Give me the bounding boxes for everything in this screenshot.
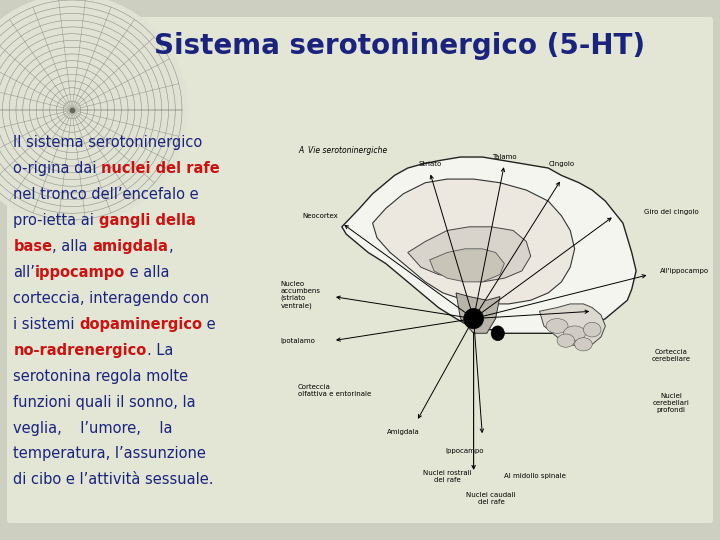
Text: no-radrenergico: no-radrenergico [14, 343, 147, 358]
FancyBboxPatch shape [7, 17, 713, 523]
Text: Amigdala: Amigdala [387, 429, 420, 435]
Text: All'ippocampo: All'ippocampo [660, 268, 709, 274]
Text: Cingolo: Cingolo [549, 161, 575, 167]
Text: di cibo e l’attività sessuale.: di cibo e l’attività sessuale. [14, 472, 214, 488]
Polygon shape [430, 249, 504, 282]
Polygon shape [342, 157, 636, 333]
Text: funzioni quali il sonno, la: funzioni quali il sonno, la [14, 395, 196, 410]
Text: gangli della: gangli della [99, 213, 196, 228]
Text: serotonina regola molte: serotonina regola molte [14, 369, 189, 384]
Ellipse shape [491, 326, 505, 341]
Text: Ippocampo: Ippocampo [446, 448, 484, 454]
Text: Ipotalamo: Ipotalamo [281, 338, 315, 343]
Text: dopaminergico: dopaminergico [79, 317, 202, 332]
Text: . La: . La [147, 343, 173, 358]
Text: Striato: Striato [418, 161, 441, 167]
Text: Sistema serotoninergico (5-HT): Sistema serotoninergico (5-HT) [154, 32, 646, 60]
Text: Corteccia
cerebellare: Corteccia cerebellare [652, 349, 690, 362]
Text: Talamo: Talamo [492, 154, 517, 160]
Text: Il sistema serotoninergico: Il sistema serotoninergico [14, 136, 202, 151]
Text: i sistemi: i sistemi [14, 317, 79, 332]
Text: nuclei del rafe: nuclei del rafe [102, 161, 220, 177]
Polygon shape [539, 304, 606, 348]
Polygon shape [408, 227, 531, 282]
Text: Giro del cingolo: Giro del cingolo [644, 209, 698, 215]
Text: pro-ietta ai: pro-ietta ai [14, 213, 99, 228]
Text: o-rigina dai: o-rigina dai [14, 161, 102, 177]
Text: Nuclei rostrali
del rafe: Nuclei rostrali del rafe [423, 470, 472, 483]
Circle shape [0, 0, 187, 225]
Text: nel tronco dell’encefalo e: nel tronco dell’encefalo e [14, 187, 199, 202]
Ellipse shape [575, 338, 592, 351]
Text: Al midollo spinale: Al midollo spinale [504, 474, 566, 480]
Text: veglia,    l’umore,    la: veglia, l’umore, la [14, 421, 173, 436]
Polygon shape [456, 293, 500, 333]
Ellipse shape [464, 308, 484, 329]
Text: Neocortex: Neocortex [302, 213, 338, 219]
Text: Nuclei caudali
del rafe: Nuclei caudali del rafe [467, 492, 516, 505]
Ellipse shape [546, 319, 568, 333]
Text: all’: all’ [14, 265, 35, 280]
Text: e alla: e alla [125, 265, 170, 280]
Text: ,: , [168, 239, 173, 254]
Text: temperatura, l’assunzione: temperatura, l’assunzione [14, 447, 206, 462]
Text: base: base [14, 239, 53, 254]
Text: , alla: , alla [53, 239, 93, 254]
Text: Nuclei
cerebellari
profondi: Nuclei cerebellari profondi [653, 393, 690, 413]
Ellipse shape [583, 322, 601, 337]
Text: amigdala: amigdala [93, 239, 168, 254]
Polygon shape [373, 179, 575, 304]
Ellipse shape [557, 334, 575, 347]
Text: Corteccia
olfattiva e entorinale: Corteccia olfattiva e entorinale [298, 384, 372, 397]
Text: ippocampo: ippocampo [35, 265, 125, 280]
Text: A  Vie serotoninergiche: A Vie serotoninergiche [298, 146, 387, 155]
Text: corteccia, interagendo con: corteccia, interagendo con [14, 291, 210, 306]
Ellipse shape [564, 326, 585, 341]
Text: Nucleo
accumbens
(striato
ventrale): Nucleo accumbens (striato ventrale) [280, 281, 320, 309]
Text: e: e [202, 317, 216, 332]
